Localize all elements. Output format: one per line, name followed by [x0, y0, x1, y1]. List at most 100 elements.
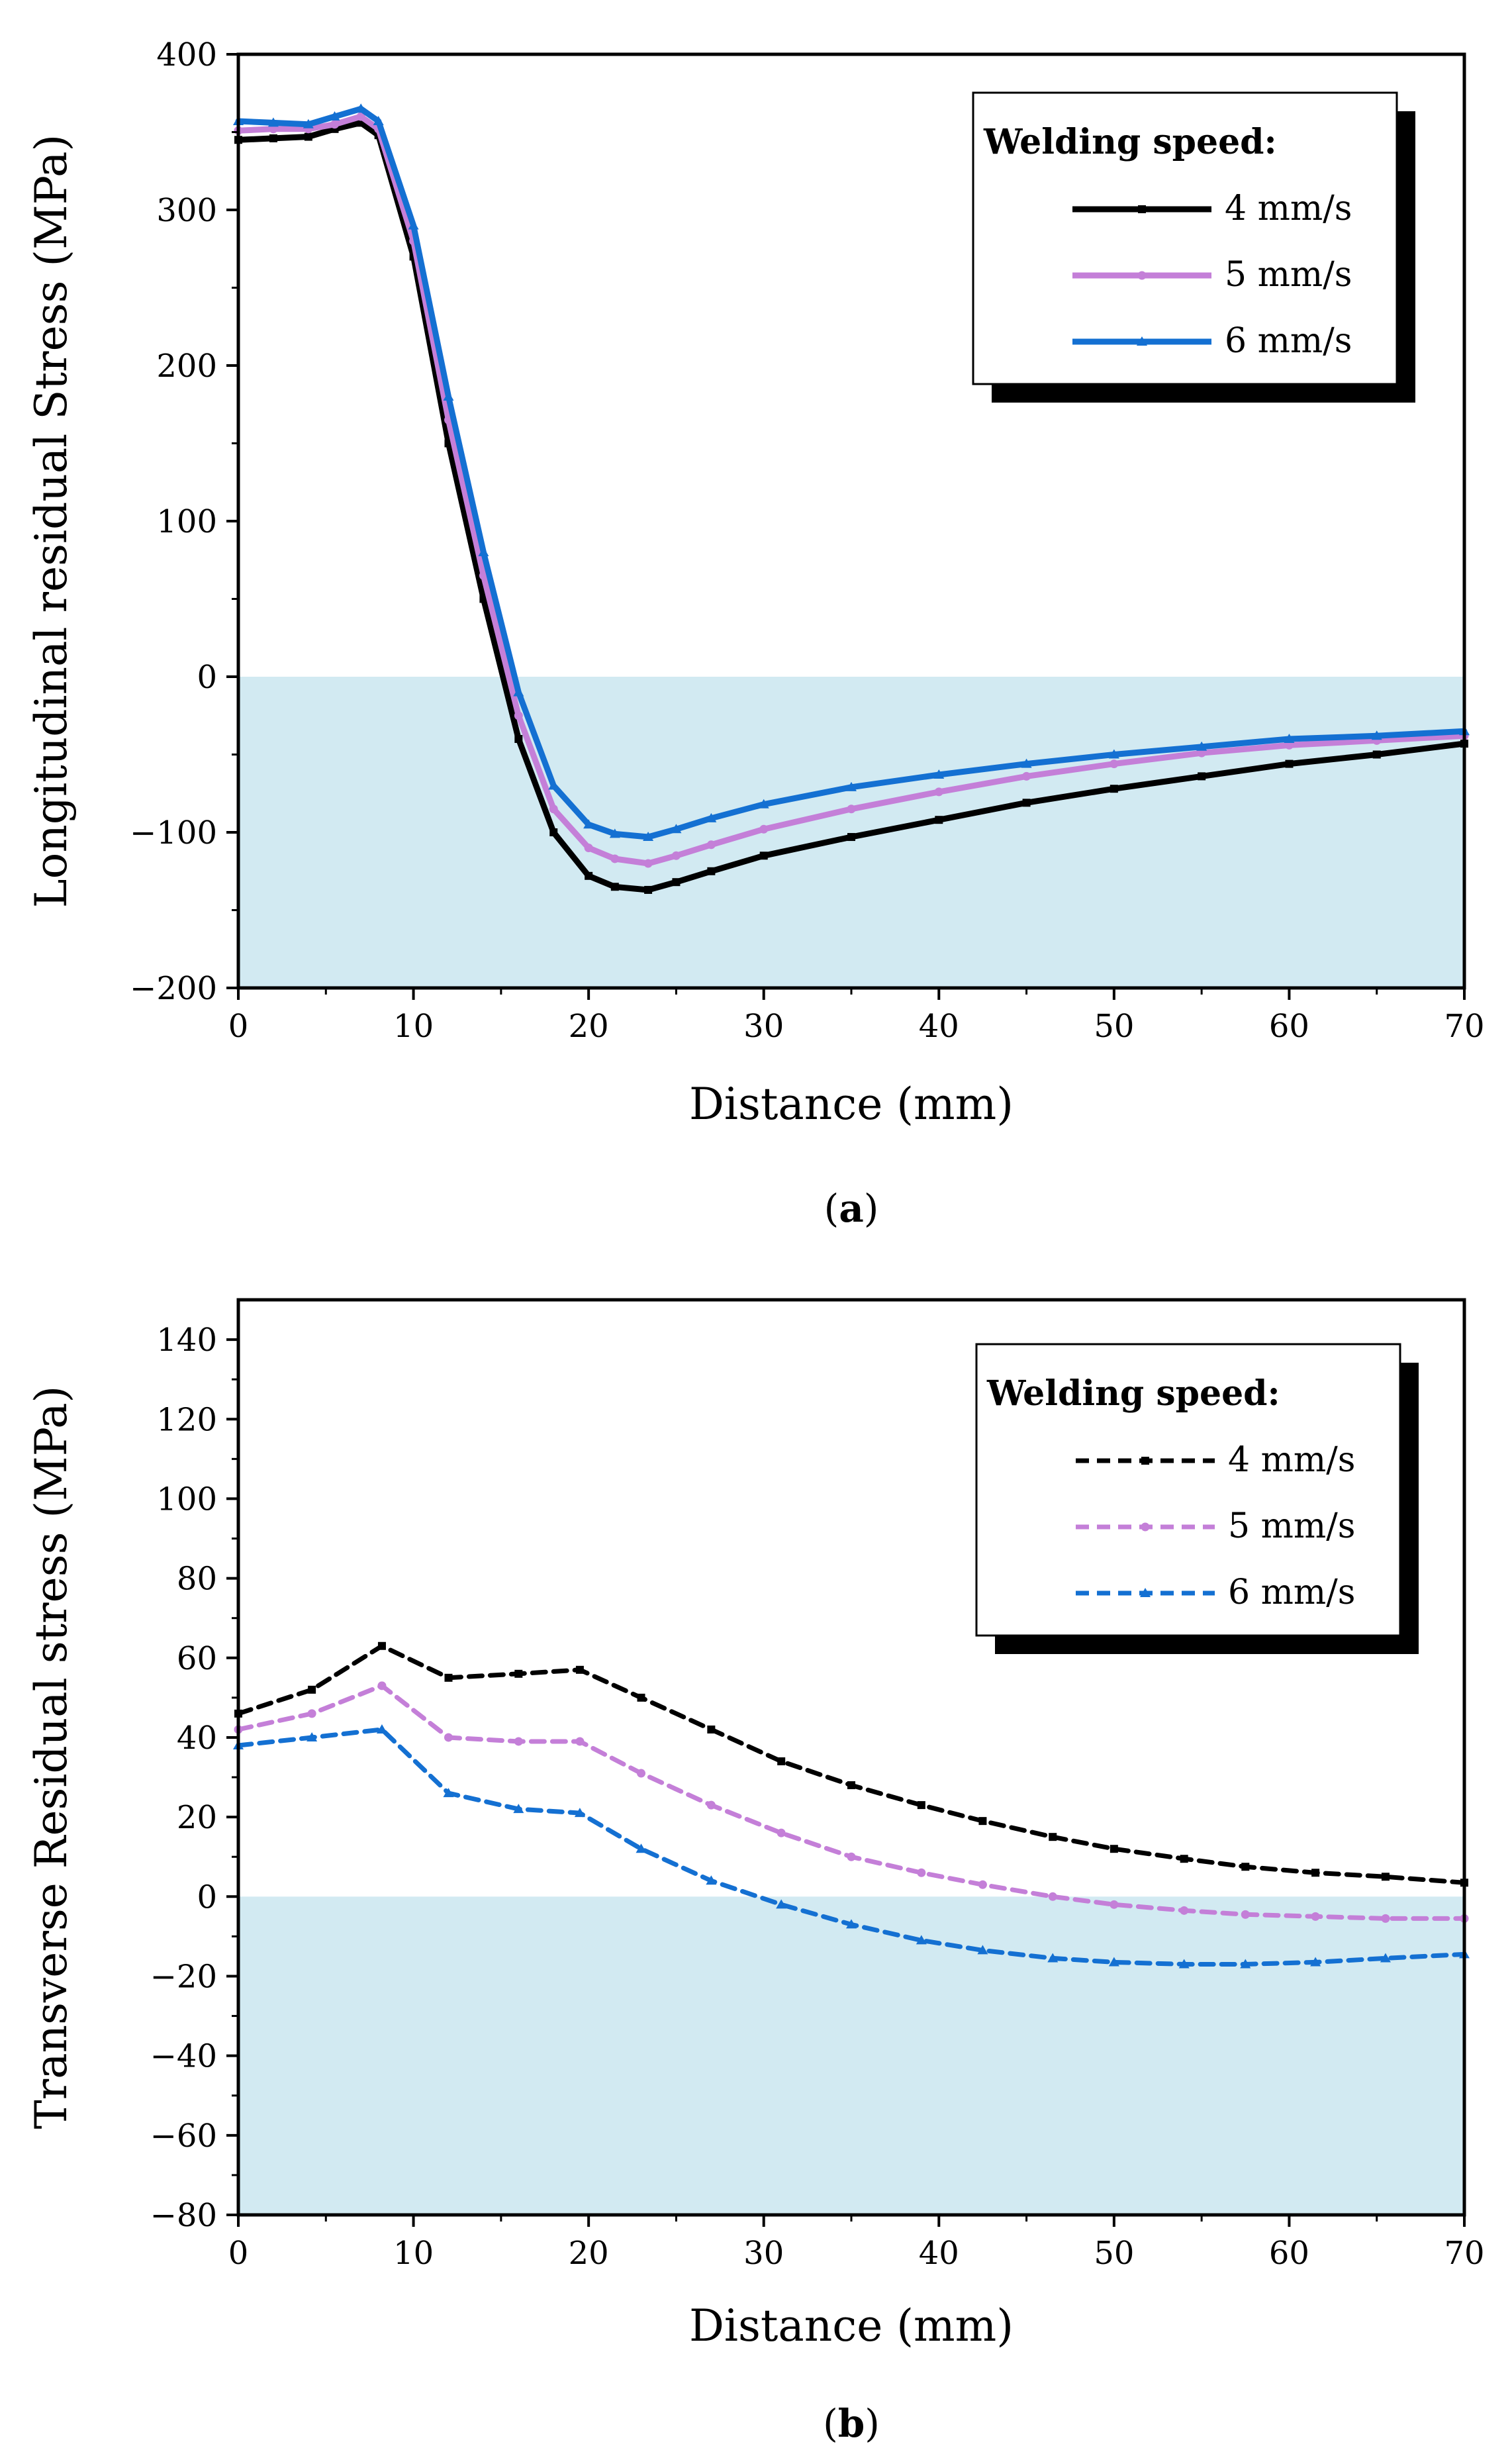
data-point [846, 781, 857, 791]
negative-stress-region [238, 677, 1464, 988]
y-tick-label: −100 [130, 814, 217, 852]
data-point [933, 769, 945, 779]
data-point [514, 1669, 523, 1678]
y-tick-label: 120 [156, 1401, 217, 1438]
y-tick-label: −20 [150, 1958, 217, 1995]
data-point [671, 824, 682, 834]
data-point [329, 111, 340, 121]
data-point [444, 1733, 453, 1742]
y-tick-label: 0 [197, 659, 217, 696]
x-tick-label: 50 [1094, 2235, 1134, 2272]
data-point [978, 1817, 987, 1826]
data-point [479, 595, 488, 603]
x-tick-label: 30 [743, 2235, 784, 2272]
x-tick-label: 20 [569, 2235, 609, 2272]
legend: Welding speed: 4 mm/s 5 mm/s 6 mm/s [975, 1343, 1419, 1654]
data-point [847, 833, 855, 842]
y-tick-label: 0 [197, 1879, 217, 1916]
data-point [1380, 1953, 1391, 1963]
legend-marker [1138, 205, 1146, 213]
legend-item-label: 6 mm/s [1225, 321, 1352, 361]
data-point [978, 1880, 987, 1889]
y-tick-label: −80 [150, 2197, 217, 2234]
x-tick-label: 0 [228, 1008, 249, 1045]
panel-label: (a) [824, 1186, 879, 1231]
data-point [1372, 750, 1381, 759]
data-point [575, 1665, 584, 1674]
series-6-mm-s [233, 103, 1470, 842]
data-point [575, 1737, 585, 1746]
data-point [1022, 799, 1031, 807]
data-point [307, 1709, 316, 1718]
data-point [1311, 1912, 1320, 1921]
x-tick-label: 50 [1094, 1008, 1134, 1045]
legend-marker [1137, 336, 1147, 346]
chart-panel-a: 0 10 20 30 40 50 60 70 −200 −100 0 100 200 300 400 Dist… [26, 36, 1485, 1231]
data-point [777, 1757, 786, 1766]
data-point [514, 1737, 523, 1746]
data-point [916, 1935, 927, 1945]
x-tick-label: 0 [228, 2235, 249, 2272]
series-6-mm-s [233, 1724, 1470, 1969]
data-point [1048, 1892, 1057, 1901]
data-point [443, 391, 454, 401]
data-point [706, 1800, 716, 1810]
data-point [1241, 1910, 1250, 1919]
data-point [1196, 741, 1207, 751]
series-line [236, 1683, 1467, 1921]
data-point [308, 1685, 316, 1694]
data-point [513, 1804, 524, 1814]
data-point [408, 220, 419, 230]
data-point [330, 120, 340, 129]
data-point [444, 1673, 453, 1682]
data-point [847, 805, 856, 814]
data-point [776, 1899, 787, 1909]
y-tick-label: 140 [156, 1322, 217, 1359]
legend: Welding speed: 4 mm/s 5 mm/s 6 mm/s [972, 91, 1415, 403]
data-point [1310, 1957, 1321, 1967]
data-point [377, 1681, 387, 1690]
legend-marker [1137, 271, 1147, 280]
data-point [479, 571, 488, 580]
data-point [671, 851, 681, 860]
data-point [377, 1641, 386, 1650]
data-point [1110, 1900, 1119, 1909]
series-4-mm-s [234, 1641, 1468, 1887]
y-tick-label: 100 [156, 1481, 217, 1518]
data-point [934, 787, 943, 797]
y-tick-label: 20 [177, 1799, 217, 1836]
data-point [706, 1875, 717, 1885]
data-point [1110, 1845, 1118, 1853]
data-point [267, 117, 279, 127]
data-point [917, 1801, 925, 1810]
data-point [1110, 759, 1119, 769]
legend-marker [1141, 1522, 1150, 1532]
series-line [236, 1643, 1467, 1885]
data-point [637, 1693, 645, 1702]
data-point [917, 1868, 926, 1877]
legend-item-label: 4 mm/s [1225, 189, 1352, 228]
data-point [574, 1808, 585, 1818]
data-point [478, 547, 489, 556]
legend-title: Welding speed: [983, 122, 1277, 162]
x-tick-label: 30 [743, 1008, 784, 1045]
data-point [846, 1919, 857, 1929]
series-5-mm-s [234, 1681, 1469, 1923]
data-point [269, 134, 277, 142]
y-tick-label: 80 [177, 1561, 217, 1598]
data-point [1381, 1873, 1390, 1881]
data-point [707, 867, 716, 875]
x-tick-label: 70 [1444, 1008, 1484, 1045]
data-point [548, 780, 559, 790]
data-point [1198, 772, 1206, 781]
data-point [847, 1781, 855, 1790]
data-point [307, 1732, 318, 1741]
data-point [1371, 730, 1382, 740]
legend-box [972, 91, 1398, 385]
data-point [549, 805, 558, 814]
data-point [610, 854, 620, 863]
data-point [584, 844, 593, 852]
y-tick-label: 60 [177, 1640, 217, 1677]
data-point [1049, 1833, 1057, 1841]
x-tick-label: 40 [919, 2235, 959, 2272]
